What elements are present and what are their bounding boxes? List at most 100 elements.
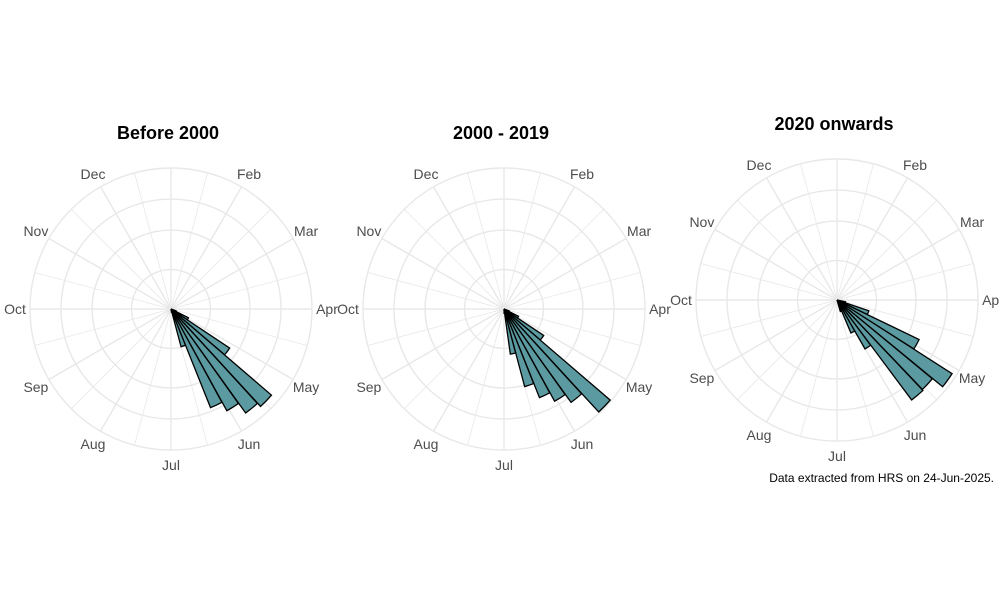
grid-spoke — [700, 299, 838, 337]
grid-spoke — [503, 172, 541, 310]
grid-spoke — [134, 308, 172, 446]
grid-spoke — [467, 308, 505, 446]
polar-grid — [29, 167, 313, 451]
month-label: Aug — [747, 427, 772, 443]
month-label: Mar — [627, 223, 651, 239]
month-label: Feb — [237, 166, 261, 182]
grid-spoke — [765, 177, 838, 301]
histogram-bar — [836, 299, 924, 401]
bars — [836, 299, 954, 401]
month-label: Nov — [23, 223, 48, 239]
grid-spoke — [134, 172, 172, 310]
grid-spoke — [503, 186, 576, 310]
histogram-bar — [170, 308, 240, 412]
grid-spoke — [170, 186, 243, 310]
month-label: Jul — [162, 457, 180, 473]
histogram-bar — [503, 308, 517, 355]
grid-spoke — [404, 209, 505, 310]
histogram-bar — [836, 299, 954, 388]
histogram-bar — [503, 308, 612, 413]
month-label: Aug — [81, 436, 106, 452]
grid-spoke — [503, 209, 604, 310]
grid-spoke — [99, 308, 172, 432]
panel-title: Before 2000 — [117, 123, 219, 143]
grid-spoke — [48, 237, 172, 310]
grid-spoke — [503, 308, 627, 381]
month-label: Mar — [294, 223, 318, 239]
month-label: Apr — [982, 292, 1000, 308]
histogram-bar — [503, 308, 551, 399]
grid-spoke — [503, 308, 641, 346]
grid-spoke — [836, 299, 874, 437]
grid-spoke — [170, 237, 294, 310]
grid-spoke — [48, 308, 172, 381]
grid-spoke — [737, 200, 838, 301]
grid-spoke — [503, 272, 641, 310]
grid-spoke — [170, 209, 271, 310]
histogram-bar — [170, 308, 223, 409]
grid-spoke — [765, 299, 838, 423]
grid-spoke — [467, 172, 505, 310]
month-label: May — [959, 370, 985, 386]
month-label: Jun — [904, 427, 927, 443]
data-source-caption: Data extracted from HRS on 24-Jun-2025. — [769, 471, 994, 485]
histogram-bar — [170, 308, 187, 348]
grid-spoke — [836, 200, 937, 301]
grid-spoke — [170, 308, 308, 346]
histogram-bar — [836, 299, 872, 350]
month-label: Mar — [960, 214, 984, 230]
grid-spoke — [836, 299, 974, 337]
grid-spoke — [714, 299, 838, 372]
month-label: Jun — [238, 436, 261, 452]
grid-spoke — [700, 263, 838, 301]
grid-spoke — [71, 209, 172, 310]
grid-spoke — [404, 308, 505, 409]
panel-2020-onwards: 2020 onwards Dec Feb Mar Apr May Jun Jul Aug Sep… — [670, 114, 1000, 464]
month-label: Oct — [4, 301, 26, 317]
grid-spoke — [170, 272, 308, 310]
month-label: Apr — [316, 301, 338, 317]
histogram-bar — [503, 308, 506, 315]
grid-spoke — [34, 272, 172, 310]
month-label: Apr — [649, 301, 671, 317]
month-label: Jul — [828, 448, 846, 464]
panel-title: 2000 - 2019 — [453, 123, 549, 143]
grid-spoke — [432, 308, 505, 432]
polar-grid — [695, 158, 979, 442]
panel-title: 2020 onwards — [774, 114, 893, 134]
month-label: Oct — [670, 292, 692, 308]
month-label: Oct — [337, 301, 359, 317]
month-label: Dec — [747, 157, 772, 173]
month-label: Jul — [495, 457, 513, 473]
month-label: Jun — [571, 436, 594, 452]
month-label: Feb — [570, 166, 594, 182]
histogram-bar — [503, 308, 583, 404]
histogram-bar — [836, 299, 934, 391]
histogram-bar — [503, 308, 567, 403]
grid-spoke — [381, 308, 505, 381]
panel-2000-2019: 2000 - 2019 Feb Mar Apr May Jun Jul Aug Sep Oct N… — [337, 123, 671, 473]
bars — [170, 308, 273, 414]
histogram-bar — [170, 308, 259, 414]
month-label: Nov — [689, 214, 714, 230]
grid-spoke — [800, 299, 838, 437]
month-label: Aug — [414, 436, 439, 452]
grid-spoke — [170, 172, 208, 310]
month-label: Dec — [414, 166, 439, 182]
bars — [503, 308, 612, 413]
grid-spoke — [367, 308, 505, 346]
month-label: May — [626, 379, 652, 395]
month-label: Sep — [689, 370, 714, 386]
grid-spoke — [836, 163, 874, 301]
grid-spoke — [71, 308, 172, 409]
grid-spoke — [99, 186, 172, 310]
month-label: Sep — [23, 379, 48, 395]
month-label: Nov — [356, 223, 381, 239]
grid-spoke — [836, 263, 974, 301]
histogram-bar — [836, 299, 843, 313]
grid-spoke — [836, 228, 960, 301]
grid-spoke — [503, 237, 627, 310]
histogram-bar — [170, 308, 273, 408]
histogram-bar — [170, 308, 173, 313]
